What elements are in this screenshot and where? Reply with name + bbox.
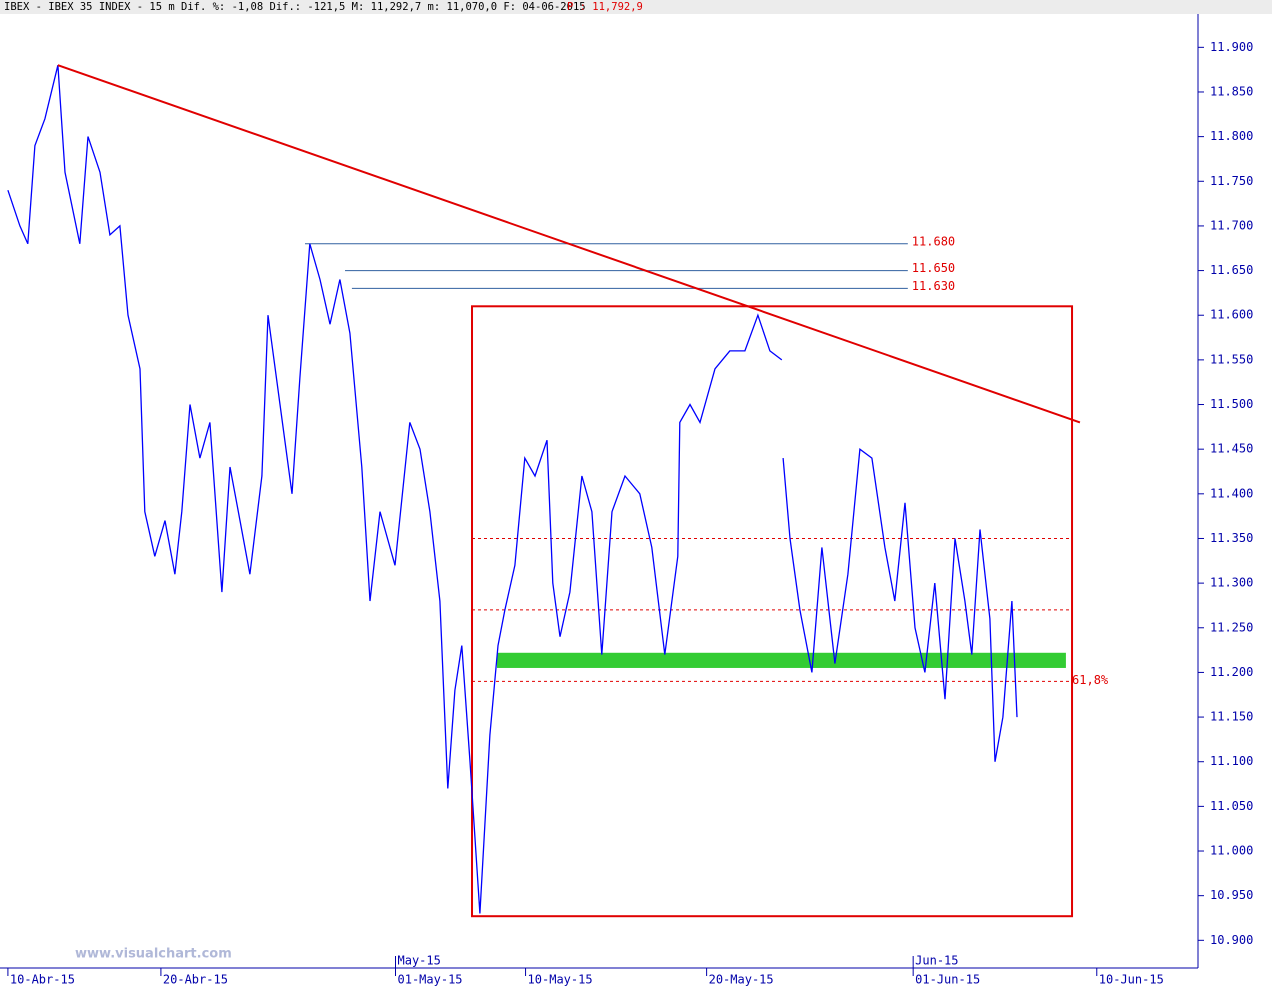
x-tick-label: 10-May-15 <box>528 973 593 987</box>
y-tick-label: 11.250 <box>1210 620 1253 634</box>
support-zone <box>497 652 1066 668</box>
y-tick-label: 10.950 <box>1210 888 1253 902</box>
y-tick-label: 11.400 <box>1210 486 1253 500</box>
level-label: 11.650 <box>912 261 955 275</box>
y-tick-label: 11.850 <box>1210 84 1253 98</box>
range-box <box>471 305 1074 918</box>
header-price: P : 11,792,9 <box>567 1 643 13</box>
x-tick-label: 20-Abr-15 <box>163 973 228 987</box>
y-tick-label: 11.650 <box>1210 263 1253 277</box>
y-tick-label: 11.600 <box>1210 308 1253 322</box>
y-tick-label: 11.200 <box>1210 665 1253 679</box>
watermark: www.visualchart.com <box>75 947 232 962</box>
y-tick-label: 11.750 <box>1210 174 1253 188</box>
y-tick-label: 11.350 <box>1210 531 1253 545</box>
level-label: 11.680 <box>912 234 955 248</box>
y-tick-label: 11.550 <box>1210 352 1253 366</box>
x-tick-label: 01-Jun-15 <box>915 973 980 987</box>
x-tick-label: 01-May-15 <box>398 973 463 987</box>
level-label: 61,8% <box>1072 673 1109 687</box>
month-label: May-15 <box>398 954 441 968</box>
header-bar <box>0 0 1272 14</box>
y-tick-label: 11.050 <box>1210 799 1253 813</box>
x-tick-label: 20-May-15 <box>709 973 774 987</box>
x-tick-label: 10-Jun-15 <box>1099 973 1164 987</box>
y-tick-label: 11.500 <box>1210 397 1253 411</box>
y-tick-label: 11.800 <box>1210 129 1253 143</box>
price-line <box>7 65 1018 914</box>
y-tick-label: 11.150 <box>1210 710 1253 724</box>
y-tick-label: 10.900 <box>1210 933 1253 947</box>
y-tick-label: 11.700 <box>1210 218 1253 232</box>
y-tick-label: 11.100 <box>1210 754 1253 768</box>
y-tick-label: 11.000 <box>1210 844 1253 858</box>
y-tick-label: 11.900 <box>1210 40 1253 54</box>
month-label: Jun-15 <box>915 954 958 968</box>
level-label: 11.630 <box>912 279 955 293</box>
trendline <box>57 64 1081 424</box>
x-tick-label: 10-Abr-15 <box>10 973 75 987</box>
header-title: IBEX - IBEX 35 INDEX - 15 m Dif. %: -1,0… <box>4 1 586 13</box>
y-tick-label: 11.300 <box>1210 576 1253 590</box>
y-tick-label: 11.450 <box>1210 442 1253 456</box>
